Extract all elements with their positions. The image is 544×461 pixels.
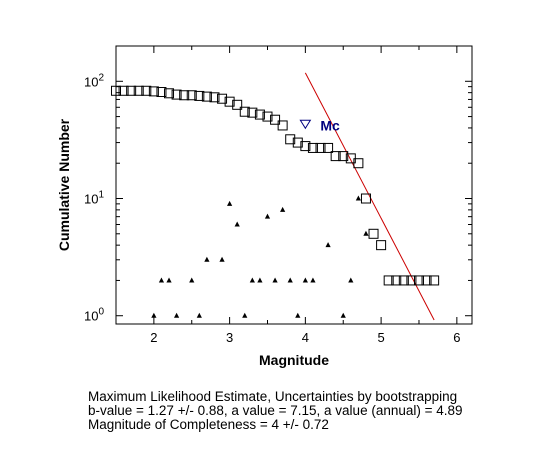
cumulative-count-point: [360, 193, 371, 204]
y-tick-base: 10: [84, 192, 98, 207]
mc-label: Mc: [320, 117, 340, 133]
cumulative-count-point: [338, 151, 349, 162]
cumulative-count-point: [254, 109, 265, 120]
cumulative-count-point: [307, 142, 318, 153]
cumulative-count-point: [232, 99, 243, 110]
noncumulative-count-point: [295, 312, 301, 318]
noncumulative-count-point: [340, 312, 346, 318]
noncumulative-count-point: [242, 312, 248, 318]
noncumulative-count-point: [158, 277, 165, 283]
y-tick-exponent: 0: [98, 307, 104, 318]
noncumulative-count-point: [287, 277, 293, 283]
cumulative-count-point: [194, 90, 205, 101]
cumulative-count-point: [353, 158, 364, 169]
cumulative-count-point: [285, 134, 296, 145]
noncumulative-count-point: [151, 312, 157, 318]
cumulative-count-point: [201, 91, 212, 102]
mc-marker: [299, 119, 312, 130]
cumulative-count-point: [186, 90, 197, 101]
cumulative-count-point: [133, 85, 144, 96]
cumulative-count-point: [398, 275, 409, 286]
cumulative-count-point: [300, 141, 311, 152]
noncumulative-count-point: [204, 256, 210, 262]
cumulative-count-point: [126, 85, 137, 96]
noncumulative-count-point: [249, 277, 255, 283]
y-tick-base: 10: [84, 309, 98, 324]
cumulative-count-point: [111, 85, 121, 96]
cumulative-count-point: [323, 142, 334, 153]
caption-line-bvalue: b-value = 1.27 +/- 0.88, a value = 7.15,…: [88, 403, 463, 418]
cumulative-count-point: [277, 120, 288, 131]
cumulative-count-point: [148, 86, 159, 97]
noncumulative-count-point: [348, 277, 354, 283]
cumulative-count-point: [315, 142, 326, 153]
cumulative-count-point: [330, 151, 341, 162]
y-tick-label: 100: [84, 307, 104, 324]
x-tick-label: 3: [226, 330, 233, 345]
noncumulative-count-point: [264, 213, 271, 219]
noncumulative-count-point: [280, 206, 286, 212]
noncumulative-count-point: [196, 312, 202, 318]
cumulative-count-point: [376, 240, 387, 251]
cumulative-count-point: [406, 275, 417, 286]
cumulative-count-point: [292, 137, 303, 148]
cumulative-count-point: [429, 275, 440, 286]
x-tick-label: 6: [453, 330, 460, 345]
x-tick-label: 5: [377, 330, 384, 345]
y-axis-label: Cumulative Number: [56, 118, 72, 251]
cumulative-count-point: [421, 275, 432, 286]
x-tick-label: 2: [150, 330, 157, 345]
noncumulative-count-point: [272, 277, 278, 283]
plot-area: [115, 45, 473, 325]
noncumulative-count-point: [325, 242, 331, 248]
cumulative-count-point: [118, 85, 129, 96]
noncumulative-count-point: [363, 230, 369, 236]
noncumulative-count-point: [234, 221, 240, 227]
noncumulative-count-point: [166, 277, 172, 283]
noncumulative-count-point: [257, 277, 263, 283]
cumulative-count-point: [247, 107, 258, 118]
noncumulative-count-point: [302, 277, 308, 283]
y-tick-base: 10: [84, 74, 98, 89]
cumulative-count-point: [262, 111, 273, 122]
noncumulative-count-point: [227, 200, 233, 206]
cumulative-count-point: [270, 114, 281, 125]
cumulative-count-point: [413, 275, 424, 286]
y-tick-exponent: 2: [98, 72, 104, 83]
noncumulative-count-point: [189, 277, 195, 283]
cumulative-count-point: [141, 85, 152, 96]
y-tick-label: 102: [84, 72, 104, 89]
noncumulative-count-point: [173, 312, 180, 318]
x-axis-label: Magnitude: [259, 352, 329, 368]
cumulative-count-point: [209, 92, 220, 103]
cumulative-count-point: [239, 106, 250, 117]
cumulative-count-point: [368, 228, 379, 239]
noncumulative-count-point: [355, 195, 361, 201]
b-value-fit-line: [304, 72, 435, 321]
caption-line-mc: Magnitude of Completeness = 4 +/- 0.72: [88, 417, 329, 432]
cumulative-count-point: [179, 90, 190, 101]
cumulative-count-point: [224, 96, 235, 107]
noncumulative-count-point: [310, 277, 316, 283]
caption: Maximum Likelihood Estimate, Uncertainti…: [88, 390, 463, 432]
x-tick-label: 4: [302, 330, 309, 345]
cumulative-count-point: [156, 87, 167, 98]
cumulative-count-point: [164, 88, 175, 99]
y-tick-exponent: 1: [98, 190, 104, 201]
noncumulative-count-point: [219, 256, 225, 262]
cumulative-count-point: [217, 93, 228, 104]
cumulative-count-point: [391, 275, 402, 286]
caption-line-method: Maximum Likelihood Estimate, Uncertainti…: [88, 389, 458, 404]
cumulative-count-point: [383, 275, 394, 286]
y-tick-label: 101: [84, 190, 104, 207]
cumulative-count-point: [171, 89, 182, 100]
